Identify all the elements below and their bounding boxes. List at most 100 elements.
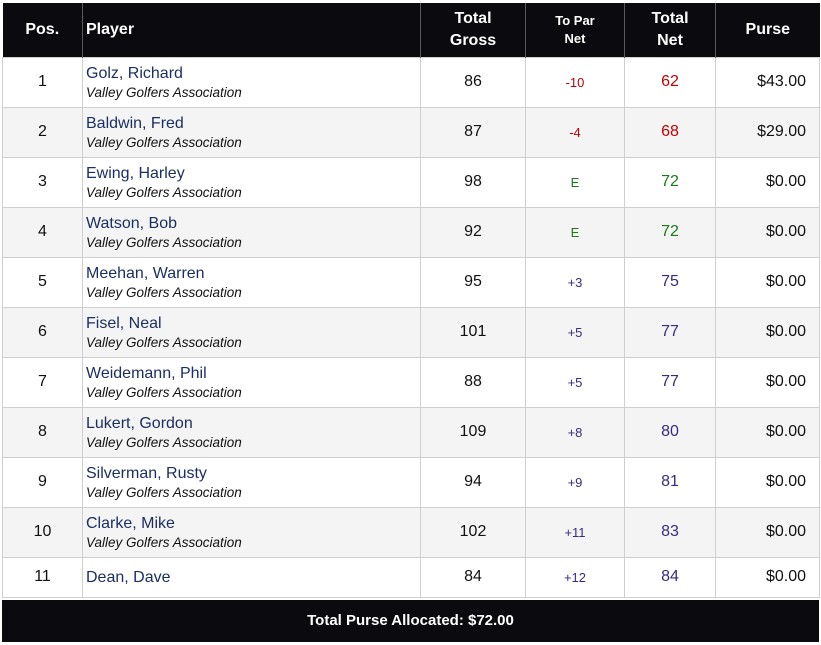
row-to-par-net: +11 [525, 506, 625, 558]
header-pos: Pos. [2, 3, 83, 57]
header-total-net: Total Net [624, 3, 716, 57]
row-player: Golz, Richard Valley Golfers Association [82, 56, 421, 108]
total-purse-footer: Total Purse Allocated: $72.00 [2, 599, 819, 642]
row-to-par-net: +8 [525, 406, 625, 458]
row-total-gross: 86 [420, 56, 526, 108]
row-purse: $0.00 [715, 206, 820, 258]
row-position: 1 [2, 56, 83, 108]
row-player: Fisel, Neal Valley Golfers Association [82, 306, 421, 358]
row-purse: $0.00 [715, 256, 820, 308]
player-name-link[interactable]: Meehan, Warren [86, 264, 205, 282]
table-row: 4 Watson, Bob Valley Golfers Association 92… [2, 206, 820, 258]
row-purse: $0.00 [715, 356, 820, 408]
row-to-par-net: -4 [525, 106, 625, 158]
table-row: 6 Fisel, Neal Valley Golfers Association 10… [2, 306, 820, 358]
row-total-gross: 101 [420, 306, 526, 358]
row-purse: $0.00 [715, 556, 820, 598]
row-total-gross: 92 [420, 206, 526, 258]
row-position: 10 [2, 506, 83, 558]
row-total-gross: 102 [420, 506, 526, 558]
player-name-link[interactable]: Lukert, Gordon [86, 414, 193, 432]
row-total-gross: 98 [420, 156, 526, 208]
row-total-gross: 95 [420, 256, 526, 308]
player-club: Valley Golfers Association [86, 84, 242, 100]
player-name-link[interactable]: Ewing, Harley [86, 164, 185, 182]
row-to-par-net: -10 [525, 56, 625, 108]
row-total-net: 72 [624, 206, 716, 258]
row-position: 7 [2, 356, 83, 408]
row-player: Lukert, Gordon Valley Golfers Association [82, 406, 421, 458]
player-club: Valley Golfers Association [86, 434, 242, 450]
row-player: Silverman, Rusty Valley Golfers Associati… [82, 456, 421, 508]
player-club: Valley Golfers Association [86, 534, 242, 550]
row-position: 6 [2, 306, 83, 358]
row-total-net: 72 [624, 156, 716, 208]
row-total-net: 77 [624, 356, 716, 408]
row-to-par-net: +12 [525, 556, 625, 598]
row-player: Ewing, Harley Valley Golfers Association [82, 156, 421, 208]
player-name-link[interactable]: Baldwin, Fred [86, 114, 184, 132]
row-position: 4 [2, 206, 83, 258]
player-name-link[interactable]: Watson, Bob [86, 214, 178, 232]
row-total-net: 77 [624, 306, 716, 358]
row-total-net: 83 [624, 506, 716, 558]
table-row: 9 Silverman, Rusty Valley Golfers Associat… [2, 456, 820, 508]
header-total-gross: Total Gross [420, 3, 526, 57]
header-purse: Purse [715, 3, 820, 57]
row-player: Dean, Dave [82, 556, 421, 598]
row-purse: $0.00 [715, 456, 820, 508]
row-position: 5 [2, 256, 83, 308]
row-position: 11 [2, 556, 83, 598]
table-header: Pos. Player Total Gross To Par Net Total Ne… [2, 3, 820, 57]
header-to-par-net: To Par Net [525, 3, 625, 57]
player-club: Valley Golfers Association [86, 334, 242, 350]
row-purse: $0.00 [715, 156, 820, 208]
row-total-net: 80 [624, 406, 716, 458]
row-to-par-net: +3 [525, 256, 625, 308]
row-purse: $0.00 [715, 406, 820, 458]
row-to-par-net: +5 [525, 356, 625, 408]
player-name-link[interactable]: Silverman, Rusty [86, 464, 207, 482]
table-row: 2 Baldwin, Fred Valley Golfers Association… [2, 106, 820, 158]
row-position: 2 [2, 106, 83, 158]
player-club: Valley Golfers Association [86, 184, 242, 200]
table-row: 11 Dean, Dave 84 +12 84 $0.00 [2, 556, 820, 598]
row-to-par-net: +5 [525, 306, 625, 358]
leaderboard: Pos. Player Total Gross To Par Net Total Ne… [2, 3, 820, 642]
row-to-par-net: +9 [525, 456, 625, 508]
row-player: Watson, Bob Valley Golfers Association [82, 206, 421, 258]
player-name-link[interactable]: Clarke, Mike [86, 514, 175, 532]
row-position: 9 [2, 456, 83, 508]
table-row: 8 Lukert, Gordon Valley Golfers Associatio… [2, 406, 820, 458]
row-total-net: 68 [624, 106, 716, 158]
row-player: Baldwin, Fred Valley Golfers Association [82, 106, 421, 158]
row-total-gross: 94 [420, 456, 526, 508]
row-player: Weidemann, Phil Valley Golfers Associatio… [82, 356, 421, 408]
row-total-gross: 88 [420, 356, 526, 408]
player-name-link[interactable]: Dean, Dave [86, 568, 171, 586]
row-total-gross: 84 [420, 556, 526, 598]
row-total-net: 84 [624, 556, 716, 598]
player-name-link[interactable]: Golz, Richard [86, 64, 183, 82]
table-row: 7 Weidemann, Phil Valley Golfers Associati… [2, 356, 820, 408]
table-body: 1 Golz, Richard Valley Golfers Association… [2, 56, 820, 598]
row-total-net: 62 [624, 56, 716, 108]
row-purse: $0.00 [715, 306, 820, 358]
row-total-gross: 109 [420, 406, 526, 458]
player-club: Valley Golfers Association [86, 284, 242, 300]
table-row: 10 Clarke, Mike Valley Golfers Association… [2, 506, 820, 558]
leaderboard-table: Pos. Player Total Gross To Par Net Total Ne… [2, 3, 820, 598]
player-club: Valley Golfers Association [86, 484, 242, 500]
row-position: 8 [2, 406, 83, 458]
row-to-par-net: E [525, 156, 625, 208]
player-name-link[interactable]: Weidemann, Phil [86, 364, 207, 382]
row-player: Clarke, Mike Valley Golfers Association [82, 506, 421, 558]
row-purse: $29.00 [715, 106, 820, 158]
row-to-par-net: E [525, 206, 625, 258]
row-position: 3 [2, 156, 83, 208]
row-player: Meehan, Warren Valley Golfers Association [82, 256, 421, 308]
player-club: Valley Golfers Association [86, 234, 242, 250]
player-name-link[interactable]: Fisel, Neal [86, 314, 162, 332]
row-total-net: 81 [624, 456, 716, 508]
player-club: Valley Golfers Association [86, 384, 242, 400]
